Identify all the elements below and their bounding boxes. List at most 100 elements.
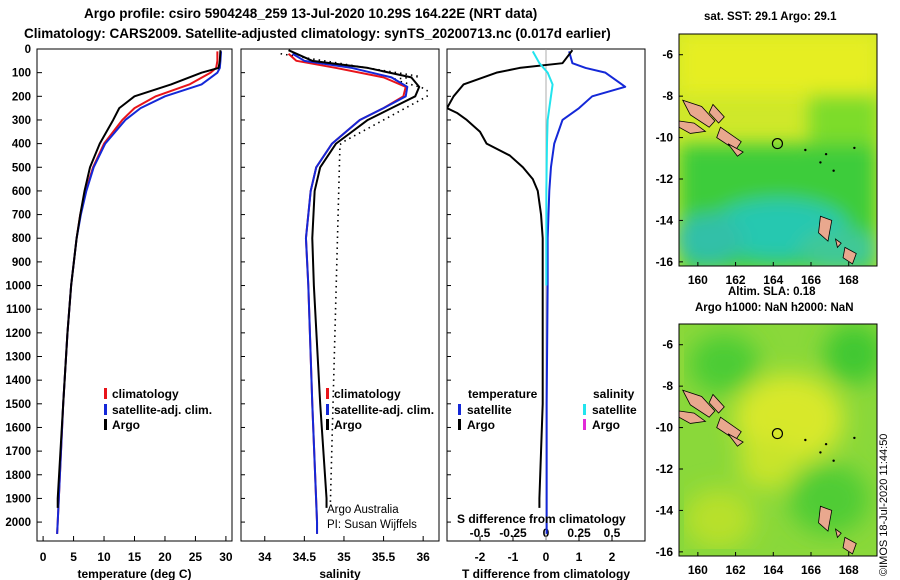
- y-tick-label: 1600: [5, 422, 31, 434]
- x-tick-label: 160: [688, 563, 708, 577]
- islands: [679, 99, 857, 265]
- difference-panel: -2 -1 0 1 2-0.5 -0.25 0 0.25 0.5T difference fro…: [446, 48, 646, 580]
- legend-label: satellite-adj. clim.: [112, 402, 213, 417]
- x-top-tick-label: -0.25: [499, 526, 527, 540]
- y-tick-label: -8: [662, 379, 673, 393]
- island: [818, 215, 833, 242]
- legend-mark-argo: [583, 419, 586, 430]
- y-tick-label: -14: [656, 503, 674, 517]
- y-tick-label: 500: [12, 162, 31, 174]
- y-tick-label: 2000: [5, 517, 31, 529]
- islet: [819, 161, 822, 164]
- s-difference-label: S difference from climatology: [457, 512, 626, 526]
- field-band-warm: [679, 34, 877, 94]
- legend-item-argo: Argo: [104, 418, 212, 434]
- field-blob: [684, 489, 754, 549]
- x-tick-label: -2: [475, 550, 486, 564]
- legend-label: Argo: [592, 418, 620, 432]
- legend-title: salinity: [593, 387, 635, 401]
- legend-item-argo: Argo: [583, 418, 637, 434]
- legend-mark-climatology: [104, 388, 107, 399]
- x-tick-label: 36: [416, 550, 430, 564]
- island: [708, 103, 725, 124]
- argo-position-marker: [771, 137, 784, 150]
- sst-map-panel: 160 162 164 166 168 -6 -8 -10 -12 -14 -16: [656, 33, 878, 287]
- x-axis-label: temperature (deg C): [77, 567, 191, 580]
- x-tick-label: 166: [801, 563, 821, 577]
- sst-map-title: sat. SST: 29.1 Argo: 29.1: [704, 11, 837, 23]
- x-tick-label: 34: [258, 550, 272, 564]
- series-dotted-reference: [280, 52, 428, 506]
- legend-label: Argo: [467, 418, 495, 432]
- y-tick-label: -6: [662, 338, 673, 352]
- argo-position-marker: [771, 427, 784, 440]
- legend-title: temperature: [468, 387, 538, 401]
- islet: [824, 442, 828, 446]
- salinity-legend: climatology satellite-adj. clim. Argo: [326, 387, 434, 434]
- islet: [853, 436, 856, 440]
- y-tick-label: 100: [12, 68, 31, 80]
- series-group: [447, 49, 627, 541]
- islet: [824, 152, 828, 156]
- y-tick-label: -16: [656, 545, 674, 559]
- island: [681, 99, 716, 128]
- y-tick-label: 1500: [5, 399, 31, 411]
- x-tick-label: 164: [763, 273, 783, 287]
- island: [842, 246, 857, 265]
- y-tick-label: 1900: [5, 493, 31, 505]
- y-tick-label: -12: [656, 172, 674, 186]
- field-blob: [739, 439, 799, 489]
- legend-mark-climatology: [326, 388, 329, 399]
- x-tick-label: 30: [219, 550, 233, 564]
- island: [834, 528, 842, 539]
- y-tick-label: 1300: [5, 352, 31, 364]
- field-band-teal: [679, 214, 744, 264]
- legend-label: climatology: [112, 387, 179, 401]
- difference-legend-temperature: temperature satellite Argo: [458, 387, 537, 434]
- y-tick-label: -14: [656, 213, 674, 227]
- temperature-panel: 0100200300400500600700800900100011001200…: [5, 44, 232, 580]
- y-tick-label: -10: [656, 421, 674, 435]
- y-tick-label: 1400: [5, 375, 31, 387]
- annotation-argo-australia: Argo Australia: [327, 504, 399, 516]
- map-frame: [678, 33, 878, 267]
- legend-item-climatology: climatology: [104, 387, 212, 403]
- temperature-frame: [36, 48, 233, 542]
- legend-mark-satellite: [326, 403, 329, 415]
- x-tick-label: 25: [189, 550, 203, 564]
- islands: [679, 389, 857, 555]
- y-tick-label: 200: [12, 91, 31, 103]
- legend-label: satellite: [592, 402, 637, 417]
- x-tick-label: 160: [688, 273, 708, 287]
- legend-item-satellite: satellite: [583, 403, 637, 419]
- legend-mark-satellite: [583, 403, 586, 415]
- y-tick-label: -12: [656, 462, 674, 476]
- island: [727, 143, 744, 157]
- profile-plots: 0100200300400500600700800900100011001200…: [5, 44, 646, 580]
- x-tick-label: 164: [763, 563, 783, 577]
- legend-mark-satellite: [104, 403, 107, 415]
- x-top-tick-label: 0.25: [567, 526, 591, 540]
- y-tick-label: 1800: [5, 470, 31, 482]
- legend-item-argo: Argo: [326, 418, 434, 434]
- x-tick-label: 20: [158, 550, 172, 564]
- y-tick-label: 900: [12, 257, 31, 269]
- annotation-pi: PI: Susan Wijffels: [327, 519, 417, 531]
- series-temperature-satellite: [545, 51, 627, 534]
- y-tick-label: 0: [25, 44, 31, 56]
- imos-stamp: ©IMOS 18-Jul-2020 11:44:50: [878, 433, 890, 576]
- x-tick-label: 0: [40, 550, 47, 564]
- islet: [853, 146, 856, 150]
- x-top-tick-label: -0.5: [470, 526, 491, 540]
- x-tick-label: 162: [726, 563, 746, 577]
- y-tick-label: 600: [12, 186, 31, 198]
- sla-map-title: Altim. SLA: 0.18: [728, 286, 816, 298]
- field-band-teal: [799, 229, 877, 266]
- salinity-frame: [240, 48, 440, 542]
- title-line1: Argo profile: csiro 5904248_259 13-Jul-2…: [84, 6, 538, 21]
- island: [679, 120, 707, 134]
- series-group: [280, 49, 428, 534]
- sla-map-panel: 160 162 164 166 168 -6 -8 -10 -12 -14 -16: [656, 323, 878, 577]
- y-tick-label: 400: [12, 139, 31, 151]
- x-tick-label: 168: [839, 273, 859, 287]
